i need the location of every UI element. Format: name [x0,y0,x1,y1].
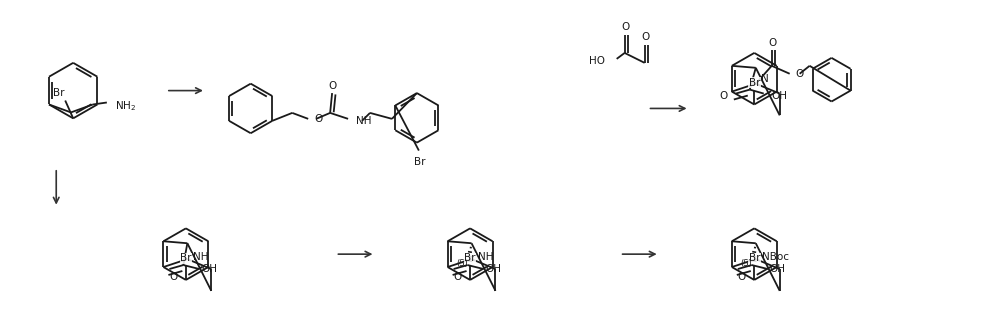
Text: N: N [761,74,769,84]
Text: O: O [796,69,804,79]
Text: HO: HO [589,56,605,66]
Text: O: O [720,91,728,100]
Text: OH: OH [201,264,217,274]
Text: O: O [738,272,746,282]
Text: O: O [169,272,178,282]
Text: O: O [641,32,650,42]
Text: OH: OH [772,91,788,100]
Text: O: O [328,81,336,91]
Text: NBoc: NBoc [762,252,789,262]
Text: NH: NH [478,252,493,262]
Text: NH$_2$: NH$_2$ [115,100,136,113]
Text: Br: Br [749,253,760,263]
Text: (S): (S) [456,258,468,268]
Text: NH: NH [356,116,372,126]
Text: O: O [622,22,630,32]
Text: OH: OH [486,264,502,274]
Text: Br: Br [749,78,760,88]
Text: O: O [453,272,462,282]
Text: OH: OH [770,264,786,274]
Text: Br: Br [414,156,426,167]
Text: O: O [314,114,322,124]
Text: O: O [769,38,777,48]
Text: Br: Br [464,253,476,263]
Text: NH: NH [193,252,209,262]
Text: Br: Br [53,88,65,98]
Text: Br: Br [180,253,192,263]
Text: (S): (S) [740,258,752,268]
